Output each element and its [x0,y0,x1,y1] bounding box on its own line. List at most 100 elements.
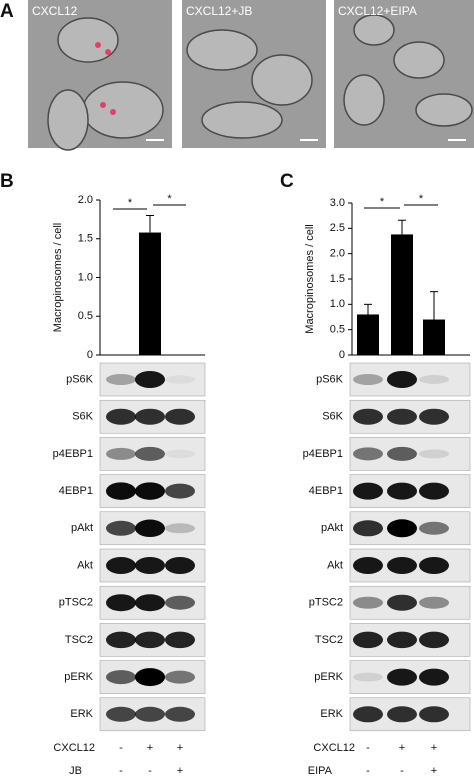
blot-label: p4EBP1 [303,448,343,460]
cell [186,29,258,71]
band [353,557,383,574]
y-tick-label: 2.5 [330,222,345,234]
y-axis-label: Macropinosomes / cell [52,223,64,332]
band [419,521,449,535]
blot-label: S6K [72,411,93,423]
blot-label: p4EBP1 [53,448,93,460]
panel-label: A [0,1,14,22]
y-tick-label: 1.0 [78,271,93,283]
significance-star: * [167,193,172,205]
bar [139,232,161,355]
bar [357,314,379,355]
band [165,523,195,534]
blot-label: pAkt [321,522,343,534]
significance-star: * [128,197,133,209]
band [135,557,165,574]
treatment-sign: - [400,765,404,777]
band [419,482,449,500]
bar [391,234,413,355]
band [106,706,136,722]
band [353,631,383,649]
band [135,631,165,649]
blot-label: TSC2 [65,634,93,646]
band [106,482,136,500]
treatment-sign: - [119,765,123,777]
blot-label: pS6K [316,373,344,385]
band [135,371,165,388]
band [353,672,383,682]
blot-label: ERK [320,708,343,720]
band [135,446,165,461]
treatment-label: CXCL12 [313,742,355,754]
blot-label: Akt [77,559,93,571]
band [106,631,136,649]
vesicle [95,42,101,48]
y-tick-label: 0 [339,349,345,361]
band [106,408,136,425]
band [106,557,136,574]
treatment-label: CXCL12 [53,742,95,754]
band [165,557,195,574]
treatment-sign: - [366,765,370,777]
blot-label: TSC2 [315,634,343,646]
band [387,631,417,649]
panel-label: B [0,171,14,192]
band [353,706,383,723]
treatment-sign: + [147,742,153,754]
band [353,520,383,537]
band [135,706,165,722]
band [106,670,136,685]
band [135,519,165,538]
treatment-sign: + [431,765,437,777]
vesicle [100,102,106,108]
band [387,482,417,500]
band [387,408,417,425]
treatment-sign: + [177,742,183,754]
treatment-sign: - [148,765,152,777]
band [419,668,449,686]
blot-label: 4EBP1 [309,485,343,497]
band [353,408,383,425]
micrograph-label: CXCL12+JB [186,4,252,18]
band [135,482,165,500]
band [135,408,165,425]
band [419,408,449,425]
y-axis-label: Macropinosomes / cell [304,224,316,333]
band [165,595,195,610]
blot-label: pTSC2 [309,597,343,609]
band [165,449,195,459]
blot-label: pERK [314,671,343,683]
blot-label: pERK [64,671,93,683]
band [387,519,417,538]
band [165,670,195,684]
band [353,374,383,385]
band [387,446,417,461]
band [387,557,417,574]
blot-label: ERK [70,708,93,720]
y-tick-label: 0.5 [330,324,345,336]
cell [57,17,119,63]
blot-label: 4EBP1 [59,485,93,497]
y-tick-label: 2.0 [78,194,93,206]
band [387,371,417,388]
micrograph-label: CXCL12 [32,4,78,18]
bar [423,319,445,355]
band [419,631,449,649]
band [165,375,195,384]
band [353,596,383,609]
band [353,482,383,500]
blot-label: pTSC2 [59,597,93,609]
band [419,706,449,723]
band [106,447,136,460]
cell [47,89,89,151]
band [106,374,136,385]
blot-label: pAkt [71,522,93,534]
cell [343,74,385,126]
blot-label: Akt [327,559,343,571]
treatment-label: JB [69,765,82,777]
band [106,594,136,612]
band [419,449,449,459]
band [135,594,165,612]
band [165,706,195,722]
cell [251,54,313,106]
